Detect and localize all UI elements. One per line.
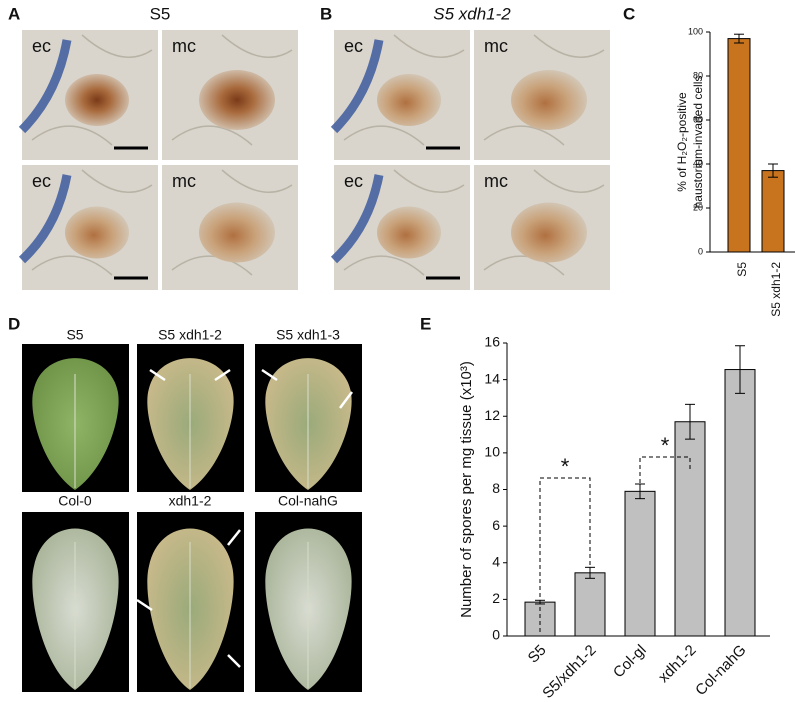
bar xyxy=(574,572,606,637)
stained-cell xyxy=(65,206,129,259)
arrow xyxy=(227,654,241,668)
y-tick-label: 2 xyxy=(492,590,500,606)
significance-bracket xyxy=(539,477,591,632)
y-tick-label: 0 xyxy=(698,246,703,256)
bar xyxy=(724,369,756,637)
x-tick-label: Col-gl xyxy=(610,642,650,682)
cell-wall xyxy=(171,34,293,146)
y-tick-label: 20 xyxy=(693,202,703,212)
arrow xyxy=(136,598,153,612)
bar xyxy=(674,421,706,637)
y-tick-label: 100 xyxy=(688,26,703,36)
x-tick-label: S5 xyxy=(735,262,749,277)
stained-cell xyxy=(199,202,275,263)
y-tick-label: 12 xyxy=(484,407,500,423)
y-tick-label: 4 xyxy=(492,553,500,569)
x-tick-label: Col-nahG xyxy=(692,642,749,699)
bar xyxy=(727,38,751,253)
panel-label: B xyxy=(320,4,332,23)
y-axis-label: % of H₂O₂-positive xyxy=(675,92,689,192)
panel-label: E xyxy=(420,314,431,333)
leaf-label: S5 xdh1-2 xyxy=(158,327,222,343)
leaf-label: S5 xyxy=(66,327,83,343)
hypha xyxy=(330,39,384,134)
arrow xyxy=(214,368,231,382)
y-tick-label: 16 xyxy=(484,334,500,350)
arrow xyxy=(149,368,166,382)
y-tick-label: 0 xyxy=(492,627,500,643)
arrow xyxy=(339,391,353,409)
x-tick-label: S5/xdh1-2 xyxy=(539,642,599,702)
photo-label: mc xyxy=(172,36,196,56)
stained-cell xyxy=(511,202,587,263)
stained-cell xyxy=(377,74,441,126)
cell-wall xyxy=(483,34,605,146)
panel-label: D xyxy=(8,314,20,333)
panel-title: S5 xdh1-2 xyxy=(433,4,511,23)
stained-cell xyxy=(377,206,441,259)
cell-wall xyxy=(343,169,465,276)
annotation: * xyxy=(661,433,670,458)
x-tick-label: S5 xyxy=(525,642,550,667)
stained-cell xyxy=(199,70,275,130)
y-tick-label: 8 xyxy=(492,480,500,496)
photo-label: mc xyxy=(484,36,508,56)
photo-label: ec xyxy=(344,171,363,191)
leaf-label: xdh1-2 xyxy=(169,493,212,509)
leaf-label: Col-nahG xyxy=(278,493,338,509)
y-axis-label: Number of spores per mg tissue (x10³) xyxy=(458,361,475,618)
photo-label: ec xyxy=(32,171,51,191)
arrow xyxy=(261,368,278,382)
stained-cell xyxy=(65,74,129,126)
leaf-label: S5 xdh1-3 xyxy=(276,327,340,343)
arrow xyxy=(227,529,241,546)
y-axis-label: haustorium-invaded cells xyxy=(691,76,705,209)
leaf-label: Col-0 xyxy=(58,493,92,509)
hypha xyxy=(18,174,72,264)
photo-label: mc xyxy=(172,171,196,191)
significance-bracket xyxy=(639,456,691,483)
hypha xyxy=(18,39,72,134)
cell-wall xyxy=(483,169,605,276)
photo-label: ec xyxy=(344,36,363,56)
x-tick-label: xdh1-2 xyxy=(655,642,699,686)
panel-label: A xyxy=(8,4,20,23)
y-tick-label: 80 xyxy=(693,70,703,80)
panel-title: S5 xyxy=(150,4,171,23)
panel-label: C xyxy=(623,4,635,23)
y-tick-label: 40 xyxy=(693,158,703,168)
y-tick-label: 60 xyxy=(693,114,703,124)
cell-wall xyxy=(171,169,293,276)
y-tick-label: 14 xyxy=(484,370,500,386)
y-tick-label: 6 xyxy=(492,517,500,533)
photo-label: ec xyxy=(32,36,51,56)
cell-wall xyxy=(343,34,465,146)
cell-wall xyxy=(31,169,153,276)
hypha xyxy=(330,174,384,264)
photo-label: mc xyxy=(484,171,508,191)
bar xyxy=(624,490,656,637)
annotation: * xyxy=(561,454,570,479)
stained-cell xyxy=(511,70,587,130)
y-tick-label: 10 xyxy=(484,444,500,460)
cell-wall xyxy=(31,34,153,146)
x-tick-label: S5 xdh1-2 xyxy=(769,262,783,317)
bar xyxy=(761,170,785,253)
